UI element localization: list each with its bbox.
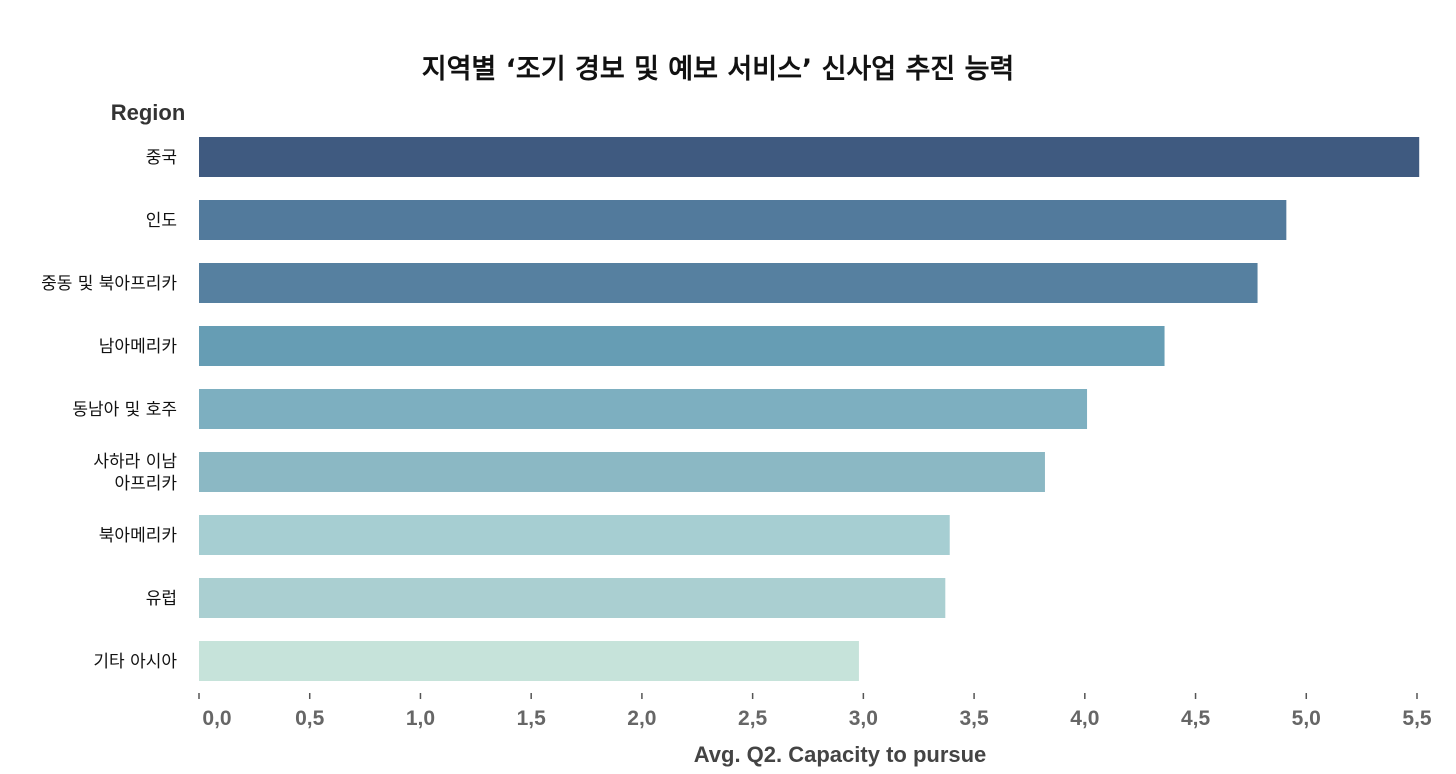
category-label-3: 남아메리카: [99, 337, 178, 357]
x-tick-label-8: 4,0: [1070, 707, 1099, 730]
category-label-1: 인도: [146, 211, 177, 231]
bar-2: [199, 263, 1258, 303]
category-label-6: 북아메리카: [99, 526, 178, 546]
y-axis-title: Region: [111, 100, 186, 125]
x-tick-label-7: 3,5: [959, 707, 989, 730]
x-tick-label-11: 5,5: [1402, 707, 1432, 730]
category-label-2: 중동 및 북아프리카: [41, 274, 177, 294]
x-tick-label-10: 5,0: [1292, 707, 1321, 730]
bar-4: [199, 389, 1088, 429]
category-label-5: 사하라 이남 아프리카: [93, 452, 177, 494]
x-axis: 0,0 0,5 1,0 1,5 2,0 2,5 3,0 3,5 4,0 4,5 5,0 5,5: [198, 693, 1432, 730]
x-tick-label-1: 0,5: [295, 707, 325, 730]
category-label-4: 동남아 및 호주: [72, 400, 177, 420]
x-tick-label-9: 4,5: [1181, 707, 1211, 730]
x-tick-label-5: 2,5: [738, 707, 768, 730]
x-tick-label-3: 1,5: [517, 707, 547, 730]
category-label-7: 유럽: [146, 589, 177, 609]
chart-title: 지역별 ‘조기 경보 및 예보 서비스’ 신사업 추진 능력: [422, 54, 1015, 85]
category-label-0: 중국: [146, 148, 177, 168]
x-tick-label-2: 1,0: [406, 707, 435, 730]
x-tick-label-0: 0,0: [202, 707, 231, 730]
x-tick-label-6: 3,0: [849, 707, 878, 730]
bar-7: [199, 578, 946, 618]
bar-6: [199, 515, 950, 555]
bar-5: [199, 452, 1045, 492]
bar-1: [199, 200, 1287, 240]
bar-8: [199, 641, 859, 681]
x-tick-label-4: 2,0: [627, 707, 656, 730]
x-axis-title: Avg. Q2. Capacity to pursue: [694, 742, 987, 767]
bar-3: [199, 326, 1165, 366]
bars-group: [199, 137, 1420, 681]
category-label-8: 기타 아시아: [93, 652, 177, 672]
bar-0: [199, 137, 1420, 177]
